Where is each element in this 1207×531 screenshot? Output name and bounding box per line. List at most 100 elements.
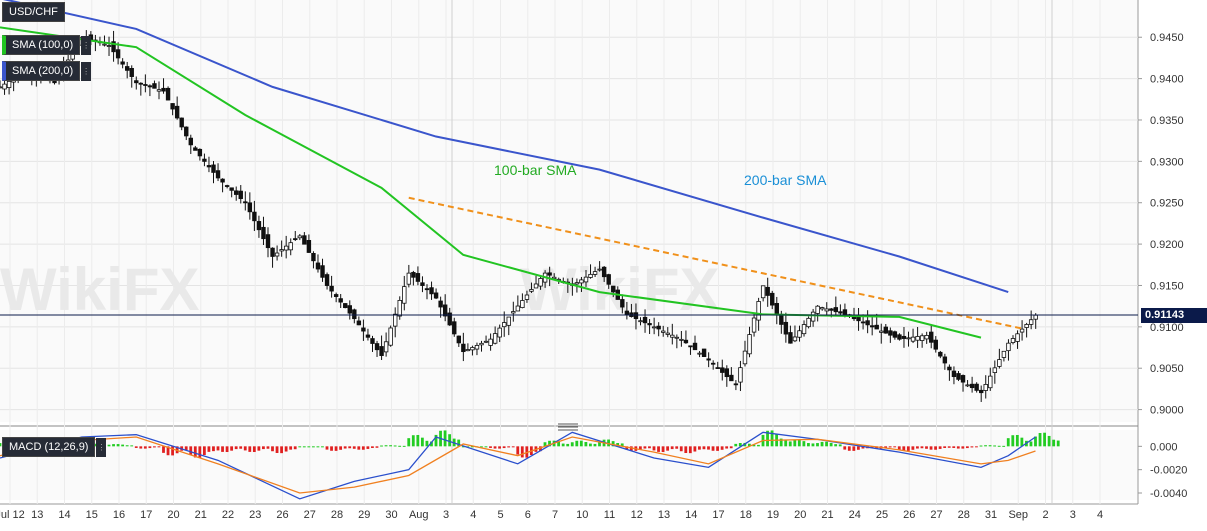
macd-histogram-bar: [116, 444, 120, 447]
candle-body: [547, 272, 552, 276]
macd-histogram-bar: [947, 446, 951, 448]
macd-legend[interactable]: MACD (12,26,9) ⋮: [2, 437, 107, 457]
candle-body: [124, 66, 130, 71]
candle-body: [583, 276, 589, 283]
macd-histogram-bar: [561, 443, 565, 447]
candle-body: [824, 308, 829, 312]
candle-body: [874, 324, 879, 330]
macd-histogram-bar: [266, 446, 270, 449]
macd-histogram-bar: [593, 443, 597, 447]
macd-histogram-bar: [1006, 438, 1010, 447]
candle-body: [938, 351, 943, 357]
candle-body: [579, 279, 584, 284]
candle-body: [951, 370, 957, 378]
more-icon[interactable]: ⋮: [81, 36, 92, 55]
candle-body: [647, 323, 652, 326]
candle-body: [879, 330, 884, 333]
macd-histogram-bar: [1002, 445, 1006, 447]
time-tick-label: 17: [140, 509, 152, 521]
candle-body: [420, 282, 425, 286]
watermark-text: WikiFX: [0, 256, 199, 323]
macd-histogram-bar: [916, 446, 919, 449]
macd-histogram-bar: [348, 446, 352, 449]
candle-body: [742, 350, 748, 365]
candle-body: [765, 286, 770, 296]
more-icon[interactable]: ⋮: [96, 438, 107, 457]
macd-legend-label: MACD (12,26,9): [9, 441, 89, 453]
macd-histogram-bar: [375, 446, 379, 448]
macd-histogram-bar: [752, 444, 756, 447]
macd-histogram-bar: [670, 446, 674, 450]
candle-body: [1015, 333, 1020, 342]
time-tick-label: Jul 12: [0, 509, 25, 521]
candle-body: [479, 342, 484, 346]
symbol-legend[interactable]: USD/CHF: [2, 2, 65, 22]
macd-histogram-bar: [870, 446, 874, 448]
macd-histogram-bar: [716, 446, 719, 451]
candle-body: [397, 299, 402, 317]
candle-body: [356, 320, 362, 326]
macd-histogram-bar: [112, 444, 115, 447]
macd-histogram-bar: [470, 446, 474, 448]
macd-histogram-bar: [411, 435, 415, 447]
candle-body: [724, 368, 730, 378]
time-tick-label: 29: [358, 509, 370, 521]
time-tick-label: 13: [658, 509, 670, 521]
candle-body: [174, 105, 180, 119]
candle-body: [1001, 350, 1007, 358]
macd-histogram-bar: [661, 446, 665, 453]
candle-body: [988, 375, 993, 389]
candle-body: [679, 338, 684, 341]
macd-histogram-bar: [448, 434, 452, 447]
candle-body: [842, 309, 848, 315]
time-tick-label: 18: [740, 509, 752, 521]
macd-histogram-bar: [502, 446, 506, 449]
candle-body: [1024, 324, 1029, 328]
time-tick-label: 4: [1097, 509, 1103, 521]
resistance-trendline: [408, 196, 1023, 330]
macd-tick-label: -0.0020: [1150, 465, 1187, 477]
macd-histogram-bar: [171, 446, 174, 456]
candle-body: [683, 339, 689, 344]
macd-histogram-bar: [361, 446, 365, 450]
candle-body: [247, 202, 253, 213]
candle-body: [515, 305, 521, 312]
sma100-legend[interactable]: SMA (100,0) ⋮: [2, 35, 92, 55]
sma200-legend[interactable]: SMA (200,0) ⋮: [2, 61, 92, 81]
candle-body: [720, 367, 725, 373]
time-tick-label: 3: [443, 509, 449, 521]
candle-body: [551, 276, 557, 279]
macd-histogram-bar: [902, 446, 906, 451]
candle-body: [806, 317, 811, 328]
candle-body: [901, 335, 907, 339]
more-icon[interactable]: ⋮: [81, 62, 92, 81]
candle-body: [611, 285, 616, 293]
macd-histogram-bar: [861, 446, 865, 449]
candle-body: [710, 362, 716, 365]
macd-histogram-bar: [280, 446, 283, 454]
macd-histogram-bar: [843, 446, 847, 450]
macd-histogram-bar: [807, 443, 810, 447]
price-tick-label: 0.9300: [1150, 156, 1184, 168]
candle-body: [788, 332, 793, 344]
macd-histogram-bar: [847, 446, 851, 451]
macd-histogram-bar: [248, 446, 252, 452]
candle-body: [978, 389, 984, 394]
macd-histogram-bar: [139, 446, 143, 449]
candle-body: [974, 383, 979, 391]
macd-histogram-bar: [975, 446, 978, 448]
candle-body: [211, 164, 216, 173]
candle-body: [774, 303, 779, 316]
time-tick-label: 21: [195, 509, 207, 521]
sma100-annotation: 100-bar SMA: [494, 162, 577, 178]
candle-body: [770, 292, 775, 306]
time-tick-label: 16: [113, 509, 125, 521]
time-tick-label: 14: [58, 509, 70, 521]
macd-histogram-bar: [956, 446, 960, 449]
candle-body: [120, 61, 125, 65]
macd-histogram-bar: [893, 446, 897, 448]
panel-resize-handle[interactable]: [558, 423, 578, 431]
macd-histogram-bar: [911, 446, 915, 450]
macd-histogram-bar: [698, 446, 701, 450]
